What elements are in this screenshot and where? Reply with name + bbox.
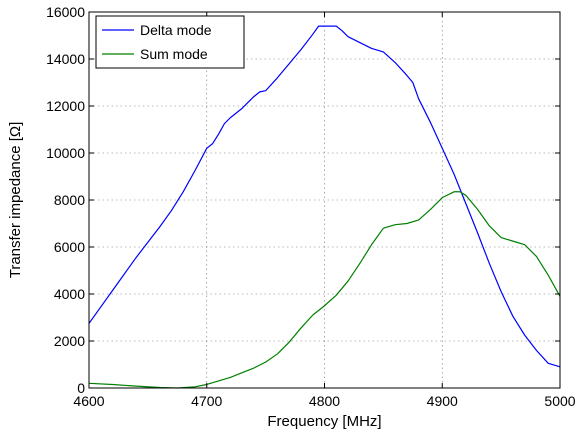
series-line-delta-mode	[88, 25, 561, 368]
x-tick-label: 4600	[73, 393, 104, 409]
legend: Delta mode Sum mode	[95, 15, 245, 69]
x-axis-label: Frequency [MHz]	[267, 413, 381, 430]
y-tick-label: 6000	[54, 239, 85, 255]
y-axis-label: Transfer impedance [Ω]	[7, 122, 24, 279]
y-tick-label: 12000	[46, 98, 85, 114]
y-tick-label: 4000	[54, 286, 85, 302]
legend-label-delta-mode: Delta mode	[140, 22, 212, 38]
y-tick-label: 0	[77, 380, 85, 396]
y-tick-label: 16000	[46, 4, 85, 20]
axis-ticks	[88, 11, 561, 389]
legend-label-sum-mode: Sum mode	[140, 46, 208, 62]
tick-labels: 4600 4700 4800 4900 5000 0 2000 4000 6000 8000 100…	[46, 4, 576, 409]
x-tick-label: 5000	[544, 393, 575, 409]
x-tick-label: 4700	[191, 393, 222, 409]
legend-box	[95, 15, 245, 69]
x-tick-label: 4800	[309, 393, 340, 409]
y-tick-label: 14000	[46, 51, 85, 67]
grid	[89, 12, 560, 388]
series-line-sum-mode	[88, 191, 561, 389]
y-tick-label: 2000	[54, 333, 85, 349]
y-tick-label: 8000	[54, 192, 85, 208]
y-tick-label: 10000	[46, 145, 85, 161]
series-layer	[88, 25, 561, 389]
x-tick-label: 4900	[427, 393, 458, 409]
